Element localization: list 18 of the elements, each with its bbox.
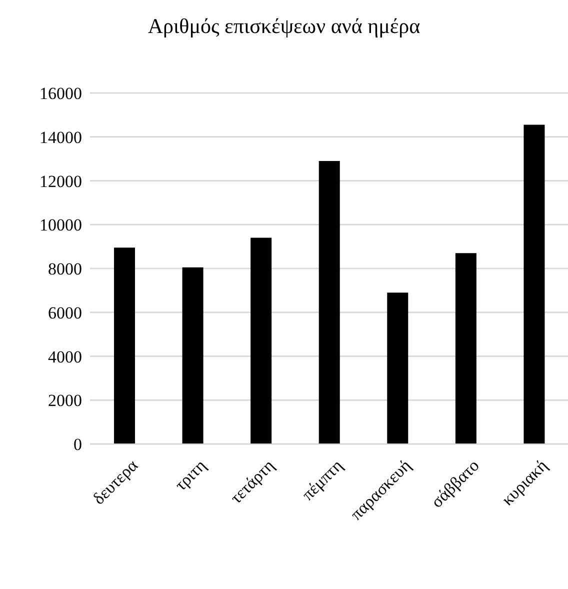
bar xyxy=(318,161,340,444)
y-tick-label: 16000 xyxy=(40,84,82,104)
bar xyxy=(182,267,204,444)
bar xyxy=(250,238,272,444)
bar xyxy=(387,292,408,444)
y-tick-label: 12000 xyxy=(40,172,82,191)
y-tick-label: 2000 xyxy=(48,391,82,410)
y-tick-label: 10000 xyxy=(40,216,82,235)
bar xyxy=(524,124,545,444)
y-tick-label: 8000 xyxy=(48,260,82,279)
bar xyxy=(455,253,476,444)
y-tick-label: 14000 xyxy=(40,128,82,147)
y-tick-label: 0 xyxy=(74,435,82,454)
y-tick-label: 6000 xyxy=(48,303,82,322)
y-tick-label: 4000 xyxy=(48,347,82,366)
x-tick-label: τριτη xyxy=(171,456,210,495)
bar xyxy=(114,248,135,444)
chart-title: Αριθμός επισκέψεων ανά ημέρα xyxy=(146,14,422,40)
